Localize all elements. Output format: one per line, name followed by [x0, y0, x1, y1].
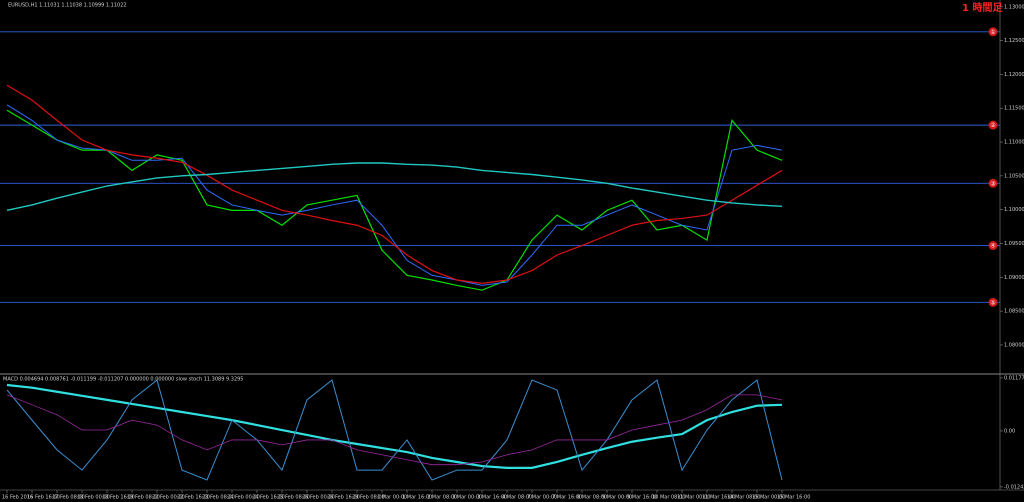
- x-tick-label: 17 Feb 08:00: [52, 495, 85, 501]
- x-tick-label: 15 Mar 00:00: [752, 495, 785, 501]
- y-tick-label: 0.011773: [1004, 375, 1024, 381]
- x-tick-label: 26 Feb 16:00: [327, 495, 360, 501]
- x-tick-label: 24 Feb 16:00: [252, 495, 285, 501]
- series-line: [6, 104, 783, 286]
- x-tick-label: 3 Mar 16:00: [477, 495, 507, 501]
- series-line: [6, 394, 783, 466]
- x-tick-label: 22 Feb 00:00: [152, 495, 185, 501]
- y-tick-label: 1.13000: [1004, 4, 1024, 10]
- x-tick-label: 26 Feb 00:00: [302, 495, 335, 501]
- annotation: 1 時間足: [962, 1, 1003, 14]
- level-label: ③: [990, 180, 995, 187]
- x-tick-label: 18 Feb 00:00: [77, 495, 110, 501]
- level-badge: [988, 178, 998, 188]
- chart-title: EURUSD,H1 1.11031 1.11038 1.10999 1.1102…: [8, 3, 127, 9]
- x-tick-label: 9 Mar 16:00: [627, 495, 657, 501]
- x-tick-label: 1 Mar 16:00: [402, 495, 432, 501]
- series-line: [6, 84, 783, 285]
- series-line: [6, 109, 783, 291]
- series-line: [6, 379, 783, 481]
- y-tick-label: 1.11000: [1004, 140, 1024, 146]
- x-tick-label: 2 Mar 08:00: [427, 495, 457, 501]
- x-tick-label: 10 Mar 08:00: [652, 495, 685, 501]
- series-line: [6, 383, 783, 469]
- level-label: ①: [990, 29, 995, 36]
- panel-title: MACD 0.004694 0.008761 -0.011199 -0.0112…: [3, 377, 244, 383]
- x-tick-label: 24 Feb 00:00: [227, 495, 260, 501]
- x-tick-label: 16 Feb 16:00: [27, 495, 60, 501]
- x-tick-label: 23 Feb 08:00: [202, 495, 235, 501]
- x-tick-label: 7 Mar 16:00: [552, 495, 582, 501]
- x-tick-label: 11 Mar 16:00: [702, 495, 735, 501]
- x-tick-label: 16 Feb 2016: [2, 495, 33, 501]
- level-label: ②: [990, 122, 996, 129]
- y-tick-label: 0.00: [1004, 428, 1015, 434]
- y-tick-label: 1.10500: [1004, 173, 1024, 179]
- y-tick-label: 1.08500: [1004, 309, 1024, 315]
- level-badge: [988, 27, 998, 37]
- x-tick-label: 25 Feb 08:00: [277, 495, 310, 501]
- x-tick-label: 19 Feb 08:00: [127, 495, 160, 501]
- level-label: ⑤: [990, 299, 995, 306]
- y-tick-label: 1.09500: [1004, 241, 1024, 247]
- y-tick-label: 1.09000: [1004, 275, 1024, 281]
- x-tick-label: 18 Feb 16:00: [102, 495, 135, 501]
- y-tick-label: 1.12000: [1004, 72, 1024, 78]
- y-tick-label: 1.10000: [1004, 207, 1024, 213]
- x-tick-label: 29 Feb 08:00: [352, 495, 385, 501]
- x-tick-label: 22 Feb 16:00: [177, 495, 210, 501]
- x-tick-label: 9 Mar 00:00: [602, 495, 632, 501]
- x-tick-label: 3 Mar 00:00: [452, 495, 482, 501]
- x-tick-label: 11 Mar 00:00: [677, 495, 710, 501]
- level-label: ④: [990, 243, 995, 250]
- x-tick-label: 8 Mar 08:00: [577, 495, 607, 501]
- x-tick-label: 1 Mar 00:00: [377, 495, 407, 501]
- x-tick-label: 4 Mar 08:00: [502, 495, 532, 501]
- level-badge: [988, 120, 998, 130]
- y-tick-label: 1.11500: [1004, 106, 1024, 112]
- y-tick-label: 1.12500: [1004, 38, 1024, 44]
- level-badge: [988, 297, 998, 307]
- x-tick-label: 14 Mar 08:00: [727, 495, 760, 501]
- x-tick-label: 7 Mar 00:00: [527, 495, 557, 501]
- series-line: [6, 162, 783, 212]
- level-badge: [988, 241, 998, 251]
- y-tick-label: -0.012425: [1004, 484, 1024, 490]
- x-tick-label: 15 Mar 16:00: [777, 495, 810, 501]
- y-tick-label: 1.08000: [1004, 342, 1024, 348]
